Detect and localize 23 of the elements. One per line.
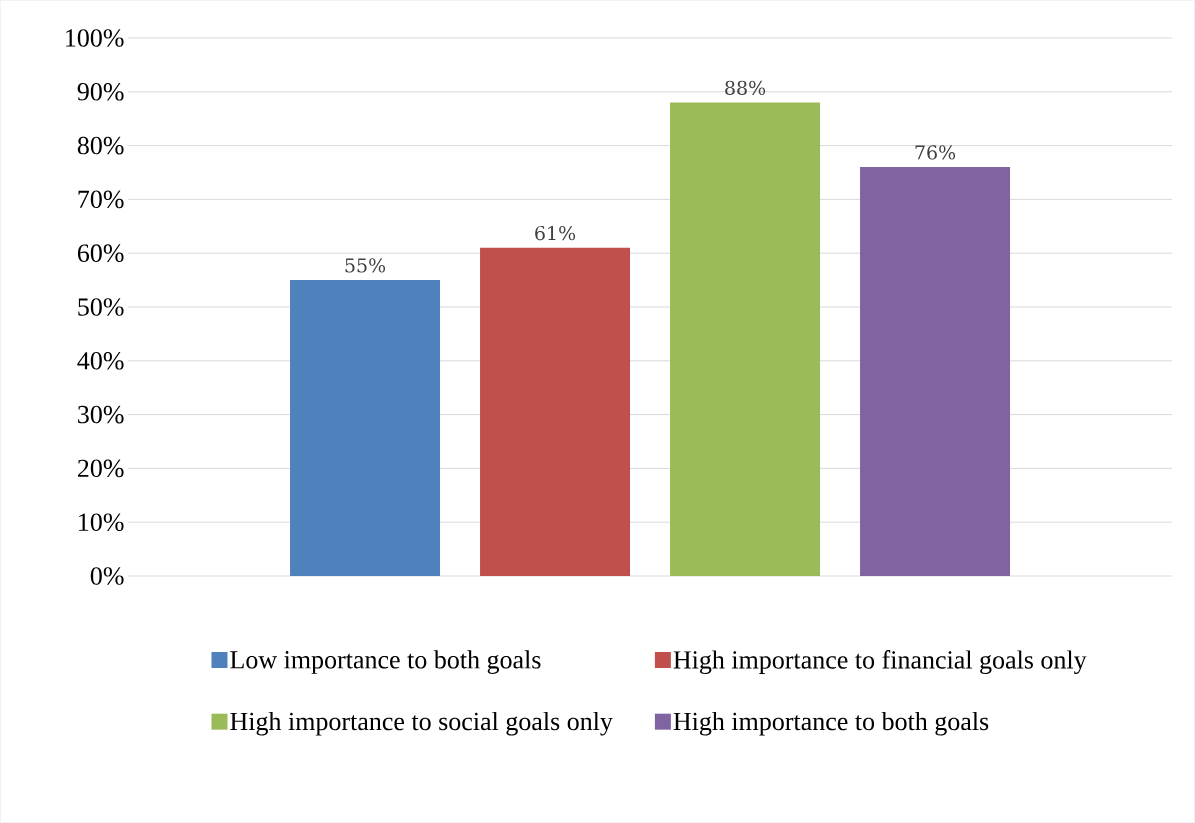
data-label: 55% bbox=[345, 258, 386, 273]
y-tick-label: 60% bbox=[77, 244, 124, 263]
bar bbox=[860, 167, 1011, 576]
bar bbox=[290, 280, 441, 576]
bar bbox=[480, 247, 631, 576]
y-tick-label: 40% bbox=[77, 351, 124, 370]
data-label: 88% bbox=[725, 80, 766, 96]
y-tick-label: 20% bbox=[77, 459, 124, 478]
legend-label: High importance to social goals only bbox=[230, 711, 613, 736]
y-tick-label: 90% bbox=[77, 82, 124, 101]
y-tick-label: 50% bbox=[78, 298, 124, 316]
y-tick-label: 0% bbox=[90, 567, 124, 585]
y-tick-label: 100% bbox=[66, 29, 124, 47]
y-tick-label: 10% bbox=[79, 513, 124, 532]
y-tick-label: 80% bbox=[77, 136, 124, 155]
y-tick-label: 30% bbox=[78, 405, 124, 424]
legend-label: Low importance to both goals bbox=[230, 650, 541, 674]
legend-label: High importance to both goals bbox=[673, 711, 989, 736]
data-label: 76% bbox=[915, 145, 956, 160]
legend-label: High importance to financial goals only bbox=[673, 650, 1087, 675]
y-tick-label: 70% bbox=[78, 190, 124, 209]
data-label: 61% bbox=[535, 225, 576, 241]
bar bbox=[670, 102, 821, 576]
